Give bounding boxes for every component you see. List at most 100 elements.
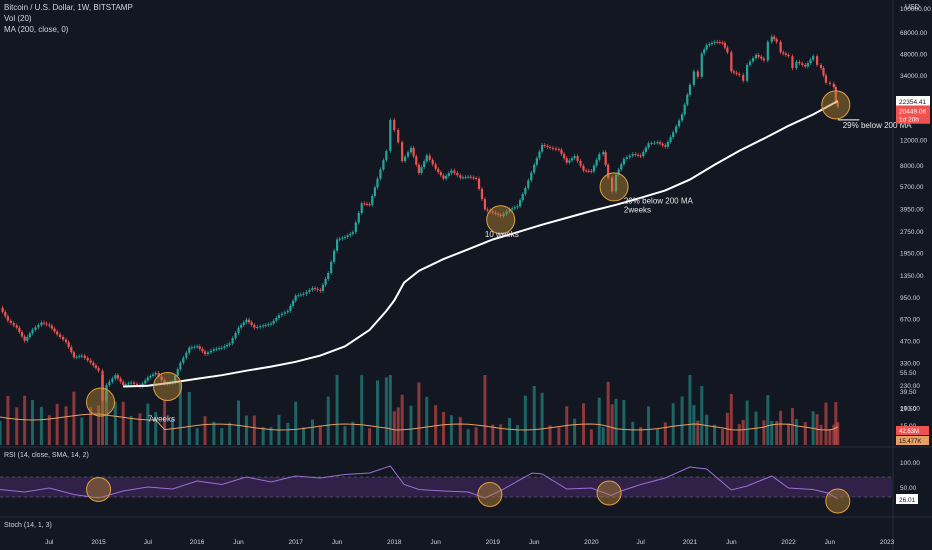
candle-body bbox=[305, 291, 308, 294]
candle-body bbox=[163, 380, 166, 384]
candle-body bbox=[486, 209, 489, 211]
y-tick-label: 48000.00 bbox=[900, 52, 927, 59]
candle-body bbox=[456, 172, 459, 176]
candle-body bbox=[508, 209, 511, 212]
candle-body bbox=[160, 376, 163, 381]
candle-body bbox=[37, 324, 40, 328]
candle-body bbox=[775, 39, 778, 42]
candle-body bbox=[294, 295, 297, 301]
candle-body bbox=[256, 326, 259, 328]
volume-bar bbox=[622, 400, 626, 445]
candle-body bbox=[565, 158, 568, 163]
volume-bar bbox=[523, 395, 527, 445]
candle-body bbox=[557, 149, 560, 151]
rsi-highlight-circle bbox=[825, 488, 851, 514]
candle-body bbox=[614, 174, 618, 192]
symbol-legend[interactable]: Bitcoin / U.S. Dollar, 1W, BITSTAMP bbox=[4, 3, 133, 12]
volume-bar bbox=[601, 427, 605, 445]
volume-bar bbox=[244, 415, 248, 445]
candle-body bbox=[754, 54, 758, 59]
candle-body bbox=[228, 343, 231, 345]
volume-bar bbox=[409, 405, 413, 445]
candle-body bbox=[708, 44, 711, 46]
candle-body bbox=[819, 64, 823, 69]
candle-body bbox=[773, 36, 776, 40]
highlight-circle bbox=[486, 205, 516, 235]
volume-bar bbox=[47, 415, 51, 445]
candle-body bbox=[4, 312, 7, 317]
volume-bar bbox=[326, 396, 330, 445]
ma-legend[interactable]: MA (200, close, 0) bbox=[4, 25, 69, 34]
volume-bar bbox=[80, 417, 84, 445]
candle-body bbox=[286, 310, 289, 313]
volume-bar bbox=[557, 427, 561, 445]
candle-body bbox=[193, 346, 196, 348]
candle-body bbox=[101, 370, 104, 401]
candle-body bbox=[721, 42, 724, 44]
candle-body bbox=[579, 160, 582, 166]
volume-bar bbox=[220, 428, 224, 445]
candle-body bbox=[742, 74, 745, 81]
candle-body bbox=[144, 380, 147, 384]
badge-text: 42.63M bbox=[899, 429, 919, 435]
candle-body bbox=[678, 120, 681, 127]
candle-body bbox=[349, 233, 352, 236]
annotation-text: 2weeks bbox=[624, 206, 651, 215]
candle-body bbox=[439, 172, 443, 176]
candle-body bbox=[149, 375, 152, 378]
candle-body bbox=[26, 337, 29, 341]
volume-legend[interactable]: Vol (20) bbox=[4, 14, 32, 23]
volume-bar bbox=[597, 397, 601, 445]
y-tick-label: 1950.00 bbox=[900, 250, 924, 257]
candle-body bbox=[327, 272, 330, 279]
candle-body bbox=[289, 305, 292, 311]
volume-bar bbox=[15, 407, 19, 445]
volume-bar bbox=[655, 428, 659, 445]
candle-body bbox=[393, 119, 396, 131]
candle-body bbox=[132, 382, 136, 384]
candle-body bbox=[111, 378, 114, 382]
candle-body bbox=[67, 342, 70, 348]
candle-body bbox=[280, 313, 283, 316]
candle-body bbox=[467, 176, 470, 178]
volume-bar bbox=[237, 400, 241, 445]
candle-body bbox=[499, 214, 502, 217]
volume-bar bbox=[195, 428, 199, 445]
rsi-legend[interactable]: RSI (14, close, SMA, 14, 2) bbox=[4, 452, 89, 459]
candle-body bbox=[406, 152, 410, 157]
volume-bar bbox=[187, 392, 191, 445]
price-marker: 22354.41 bbox=[896, 96, 930, 107]
candle-body bbox=[748, 61, 752, 65]
volume-bar bbox=[392, 411, 396, 445]
volume-bar bbox=[384, 377, 388, 445]
candle-body bbox=[527, 180, 530, 189]
candle-body bbox=[622, 158, 626, 165]
volume-bar bbox=[466, 429, 470, 445]
candle-body bbox=[723, 42, 727, 48]
candle-body bbox=[262, 325, 265, 327]
candle-body bbox=[420, 167, 423, 174]
candle-body bbox=[231, 338, 234, 344]
stoch-legend[interactable]: Stoch (14, 1, 3) bbox=[4, 522, 52, 529]
candle-body bbox=[551, 147, 555, 149]
candle-body bbox=[647, 143, 650, 148]
candle-body bbox=[379, 169, 382, 179]
candle-body bbox=[692, 71, 695, 85]
candle-body bbox=[746, 64, 749, 81]
x-tick-label: Jun bbox=[430, 539, 441, 546]
candle-body bbox=[330, 261, 333, 273]
candle-body bbox=[576, 156, 579, 161]
candle-body bbox=[459, 175, 462, 178]
volume-bar bbox=[606, 381, 610, 445]
candle-body bbox=[686, 94, 689, 105]
volume-bar bbox=[368, 428, 372, 445]
volume-bar bbox=[72, 391, 76, 445]
candle-body bbox=[40, 322, 43, 325]
candle-body bbox=[450, 170, 453, 174]
volume-bar bbox=[0, 421, 2, 445]
candle-body bbox=[703, 49, 706, 54]
volume-bar bbox=[343, 426, 347, 445]
candle-body bbox=[291, 300, 295, 306]
candle-body bbox=[766, 41, 769, 61]
